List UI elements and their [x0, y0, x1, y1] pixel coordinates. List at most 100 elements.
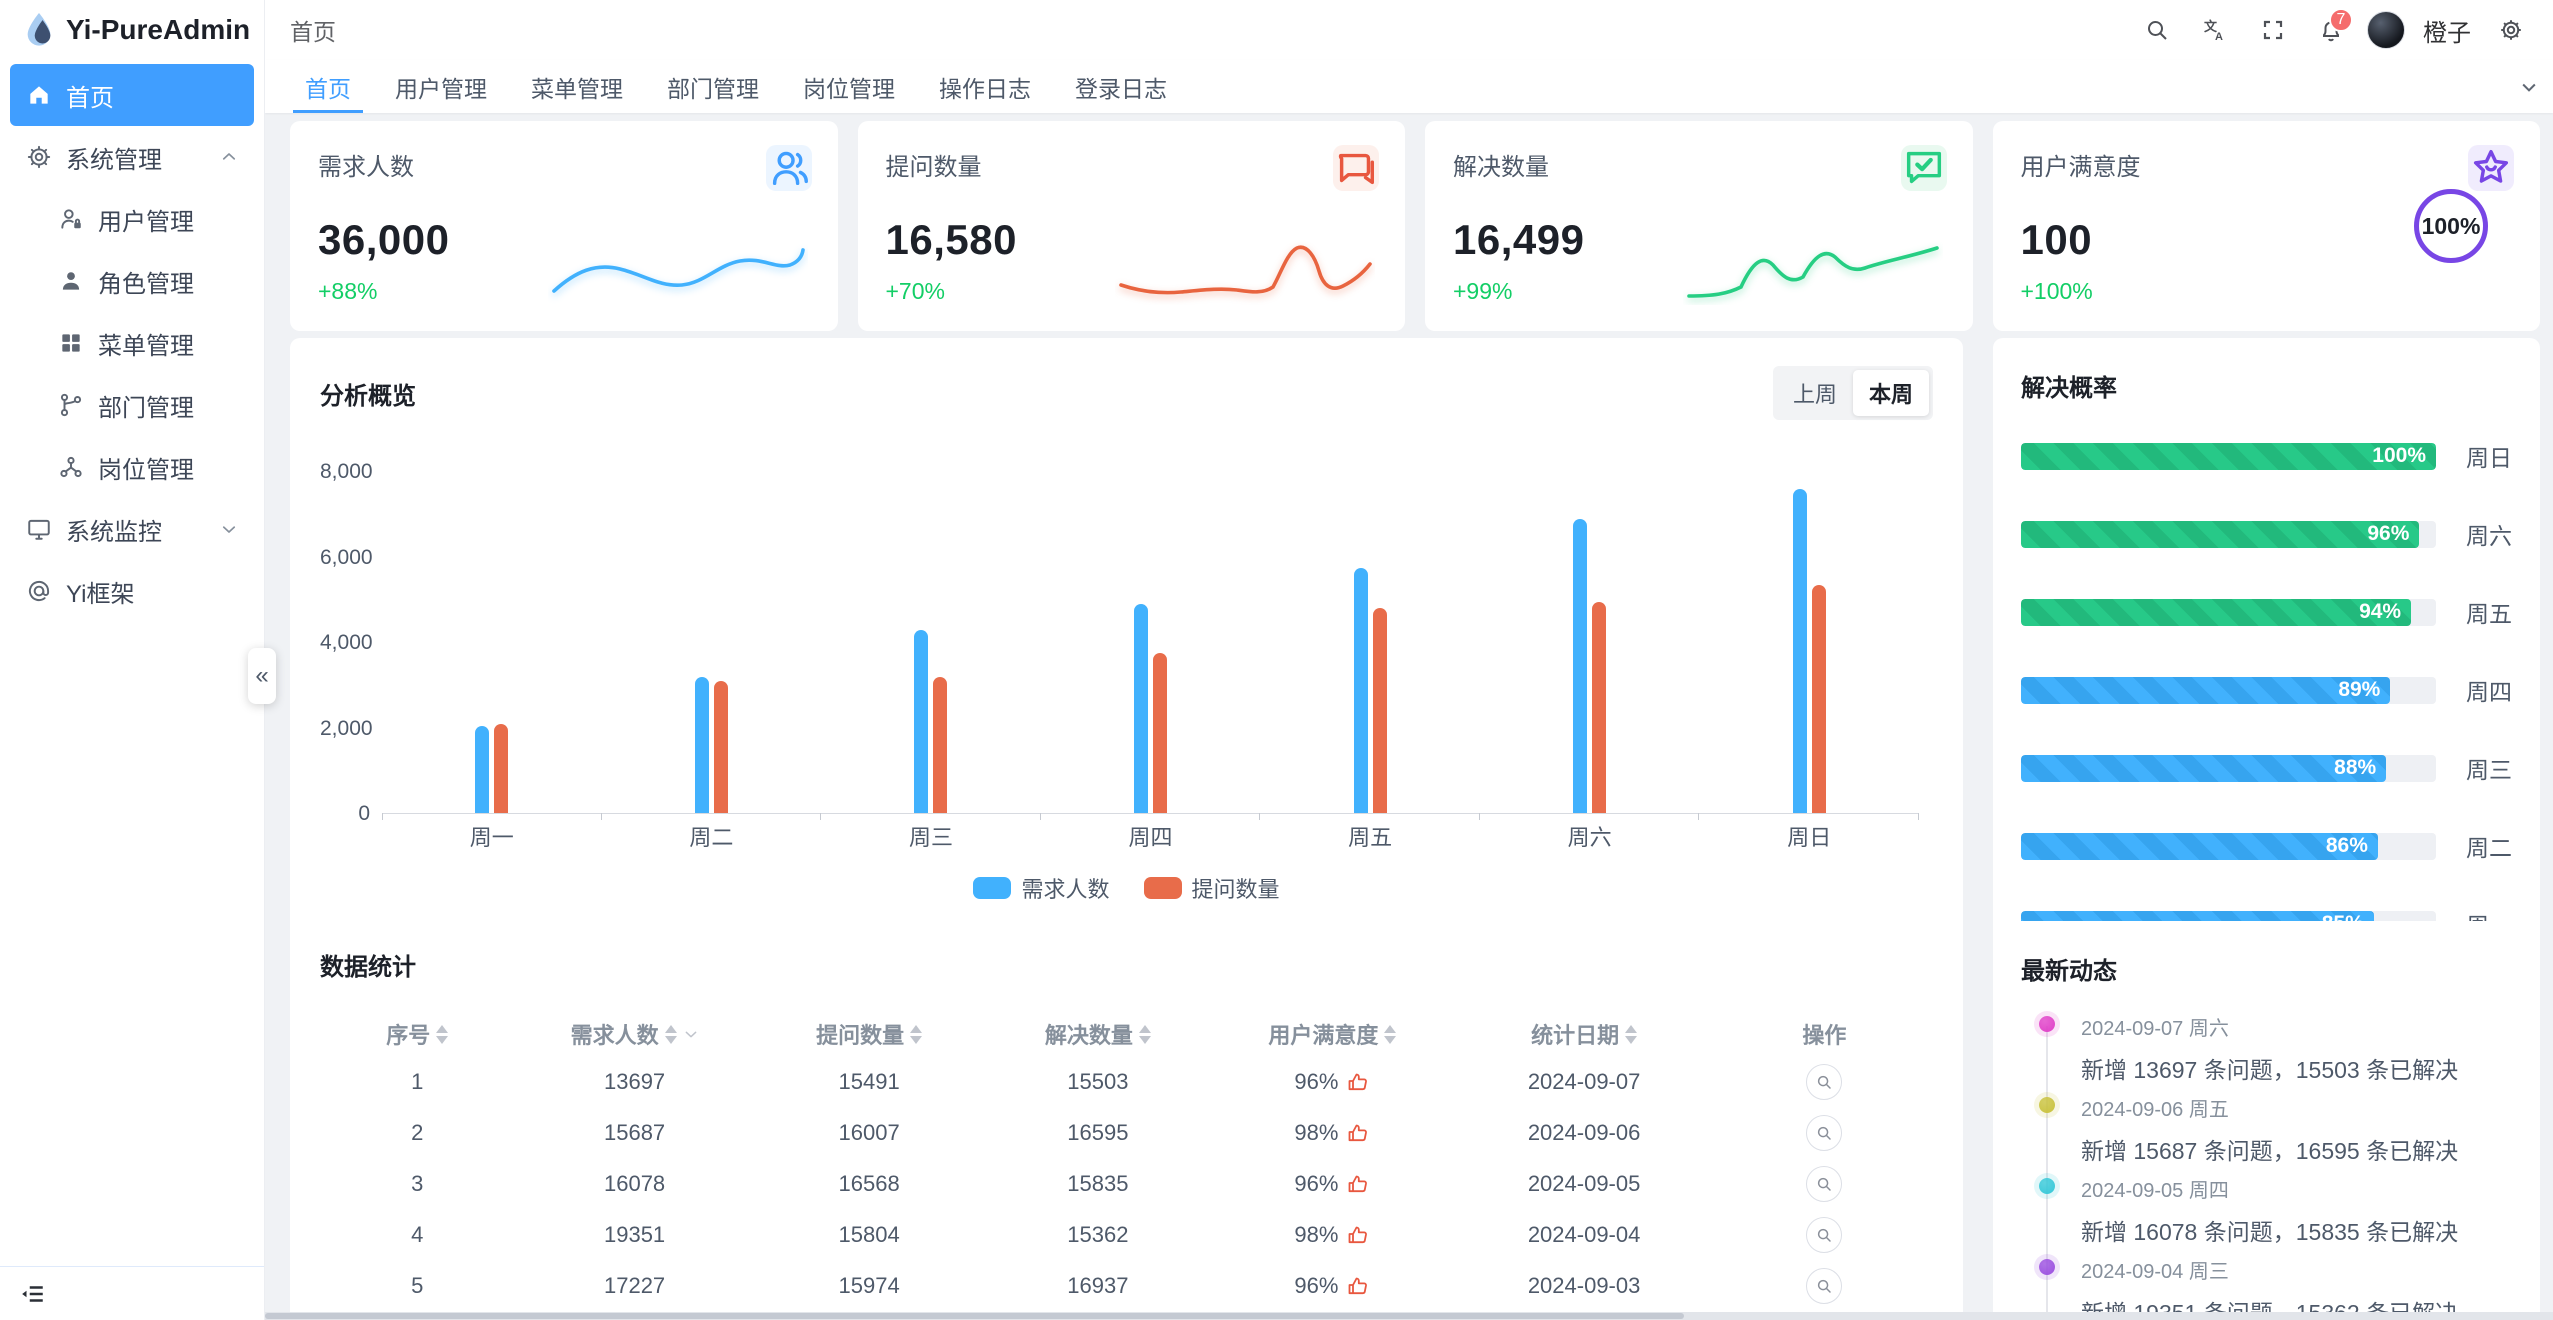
avatar[interactable]	[2367, 11, 2405, 49]
bar-需求人数[interactable]	[694, 676, 709, 813]
tab-操作日志[interactable]: 操作日志	[939, 75, 1031, 102]
bar-需求人数[interactable]	[914, 629, 929, 813]
y-axis-tick: 0	[358, 802, 370, 825]
column-header-序号[interactable]: 序号	[320, 1018, 514, 1050]
legend-item-需求人数[interactable]: 需求人数	[973, 872, 1110, 904]
sort-caret-icon[interactable]	[1625, 1024, 1638, 1044]
chevron-down-icon	[220, 520, 238, 538]
toggle-本周[interactable]: 本周	[1852, 370, 1929, 416]
bar-提问数量[interactable]	[1372, 608, 1387, 813]
tab-登录日志[interactable]: 登录日志	[1075, 75, 1167, 102]
sidebar-item-系统监控[interactable]: 系统监控	[10, 498, 254, 560]
scrollbar-thumb[interactable]	[265, 1313, 1684, 1319]
sidebar-item-Yi框架[interactable]: Yi框架	[10, 560, 254, 622]
column-label: 操作	[1802, 1023, 1847, 1048]
row-search-button[interactable]	[1806, 1063, 1843, 1100]
column-label: 序号	[386, 1023, 431, 1048]
timeline-line	[2046, 1188, 2048, 1269]
notification-badge: 7	[2329, 8, 2353, 32]
column-header-提问数量[interactable]: 提问数量	[755, 1018, 984, 1050]
bar-需求人数[interactable]	[1792, 489, 1807, 813]
solve-rate-row-周五: 94% 周五	[2021, 595, 2512, 629]
username[interactable]: 橙子	[2423, 19, 2471, 47]
cell-questions: 16007	[838, 1119, 900, 1145]
bar-提问数量[interactable]	[1811, 584, 1826, 813]
column-header-操作: 操作	[1716, 1018, 1933, 1050]
cell-demand: 17227	[603, 1272, 666, 1298]
bar-提问数量[interactable]	[494, 724, 509, 813]
sidebar-item-label: 部门管理	[98, 394, 194, 422]
cell-demand: 19351	[603, 1221, 666, 1247]
sidebar-item-首页[interactable]: 首页	[10, 64, 254, 126]
bar-需求人数[interactable]	[475, 725, 490, 813]
filter-chevron-down-icon[interactable]	[683, 1026, 699, 1042]
bar-需求人数[interactable]	[1134, 604, 1149, 813]
table-row: 2 15687 16007 16595 98% 2024-09-06	[320, 1107, 1933, 1158]
cell-solved: 15835	[1067, 1170, 1129, 1196]
fullscreen-icon[interactable]	[2251, 8, 2295, 52]
sidebar-item-角色管理[interactable]: 角色管理	[10, 250, 254, 312]
sidebar-item-用户管理[interactable]: 用户管理	[10, 188, 254, 250]
sidebar-item-岗位管理[interactable]: 岗位管理	[10, 436, 254, 498]
bar-提问数量[interactable]	[933, 676, 948, 813]
row-search-button[interactable]	[1806, 1216, 1843, 1253]
tab-首页[interactable]: 首页	[283, 60, 373, 113]
x-axis-label: 周四	[1128, 825, 1173, 850]
sidebar-collapse-button[interactable]: «	[248, 648, 276, 704]
row-search-button[interactable]	[1806, 1165, 1843, 1202]
bar-提问数量[interactable]	[1592, 602, 1607, 813]
tab-用户管理[interactable]: 用户管理	[395, 75, 487, 102]
tabs-chevron-down-icon[interactable]	[2505, 60, 2553, 113]
timeline-line	[2046, 1269, 2048, 1320]
timeline-dot	[2039, 1259, 2055, 1275]
row-search-button[interactable]	[1806, 1267, 1843, 1304]
tab-岗位管理[interactable]: 岗位管理	[803, 75, 895, 102]
cell-solved: 16937	[1067, 1272, 1129, 1298]
sort-caret-icon[interactable]	[910, 1024, 923, 1044]
cell-date: 2024-09-05	[1527, 1170, 1641, 1196]
bar-提问数量[interactable]	[713, 680, 728, 813]
sidebar-item-部门管理[interactable]: 部门管理	[10, 374, 254, 436]
magnifier-icon	[1815, 1175, 1833, 1193]
solve-rate-title: 解决概率	[2021, 375, 2117, 402]
sidebar-item-系统管理[interactable]: 系统管理	[10, 126, 254, 188]
activity-item: 2024-09-04 周三 新增 19351 条问题，15362 条已解决	[2039, 1255, 2512, 1320]
legend-item-提问数量[interactable]: 提问数量	[1143, 872, 1280, 904]
sidebar-item-菜单管理[interactable]: 菜单管理	[10, 312, 254, 374]
logo[interactable]: Yi-PureAdmin	[0, 0, 264, 60]
main-content: 需求人数 36,000 +88% 提问数量 16,580 +70% 解决数量 16,499…	[265, 113, 2553, 1320]
message-check-icon	[1900, 145, 1947, 191]
bar-需求人数[interactable]	[1573, 518, 1588, 813]
cell-index: 5	[411, 1272, 424, 1298]
monitor-icon	[26, 516, 52, 542]
data-statistics-panel: 数据统计 序号 需求人数 提问数量 解决数量 用户满意度 统计日期 操作 1 13697 154…	[290, 921, 1963, 1320]
search-icon[interactable]	[2135, 8, 2179, 52]
sort-caret-icon[interactable]	[664, 1024, 677, 1044]
bell-icon[interactable]: 7	[2309, 8, 2353, 52]
column-header-解决数量[interactable]: 解决数量	[984, 1018, 1213, 1050]
sort-caret-icon[interactable]	[1138, 1024, 1151, 1044]
bar-需求人数[interactable]	[1353, 567, 1368, 813]
tab-部门管理[interactable]: 部门管理	[667, 75, 759, 102]
activity-date: 2024-09-05 周四	[2081, 1180, 2229, 1202]
column-header-用户满意度[interactable]: 用户满意度	[1212, 1018, 1452, 1050]
breadcrumb[interactable]: 首页	[290, 19, 336, 45]
stat-delta: +88%	[318, 278, 378, 304]
settings-gear-icon[interactable]	[2489, 8, 2533, 52]
sort-caret-icon[interactable]	[1384, 1024, 1397, 1044]
row-search-button[interactable]	[1806, 1114, 1843, 1151]
column-header-需求人数[interactable]: 需求人数	[514, 1018, 754, 1050]
column-header-统计日期[interactable]: 统计日期	[1453, 1018, 1716, 1050]
bar-group-周四	[1041, 472, 1261, 820]
sort-caret-icon[interactable]	[436, 1024, 449, 1044]
sidebar-item-label: 菜单管理	[98, 332, 194, 360]
collapse-menu-icon[interactable]	[20, 1281, 46, 1307]
magnifier-icon	[1815, 1277, 1833, 1295]
x-axis-label: 周三	[908, 825, 953, 850]
toggle-上周[interactable]: 上周	[1792, 382, 1837, 407]
tab-菜单管理[interactable]: 菜单管理	[531, 75, 623, 102]
horizontal-scrollbar[interactable]	[265, 1312, 2553, 1320]
stat-title: 用户满意度	[2020, 154, 2141, 181]
bar-提问数量[interactable]	[1153, 653, 1168, 813]
